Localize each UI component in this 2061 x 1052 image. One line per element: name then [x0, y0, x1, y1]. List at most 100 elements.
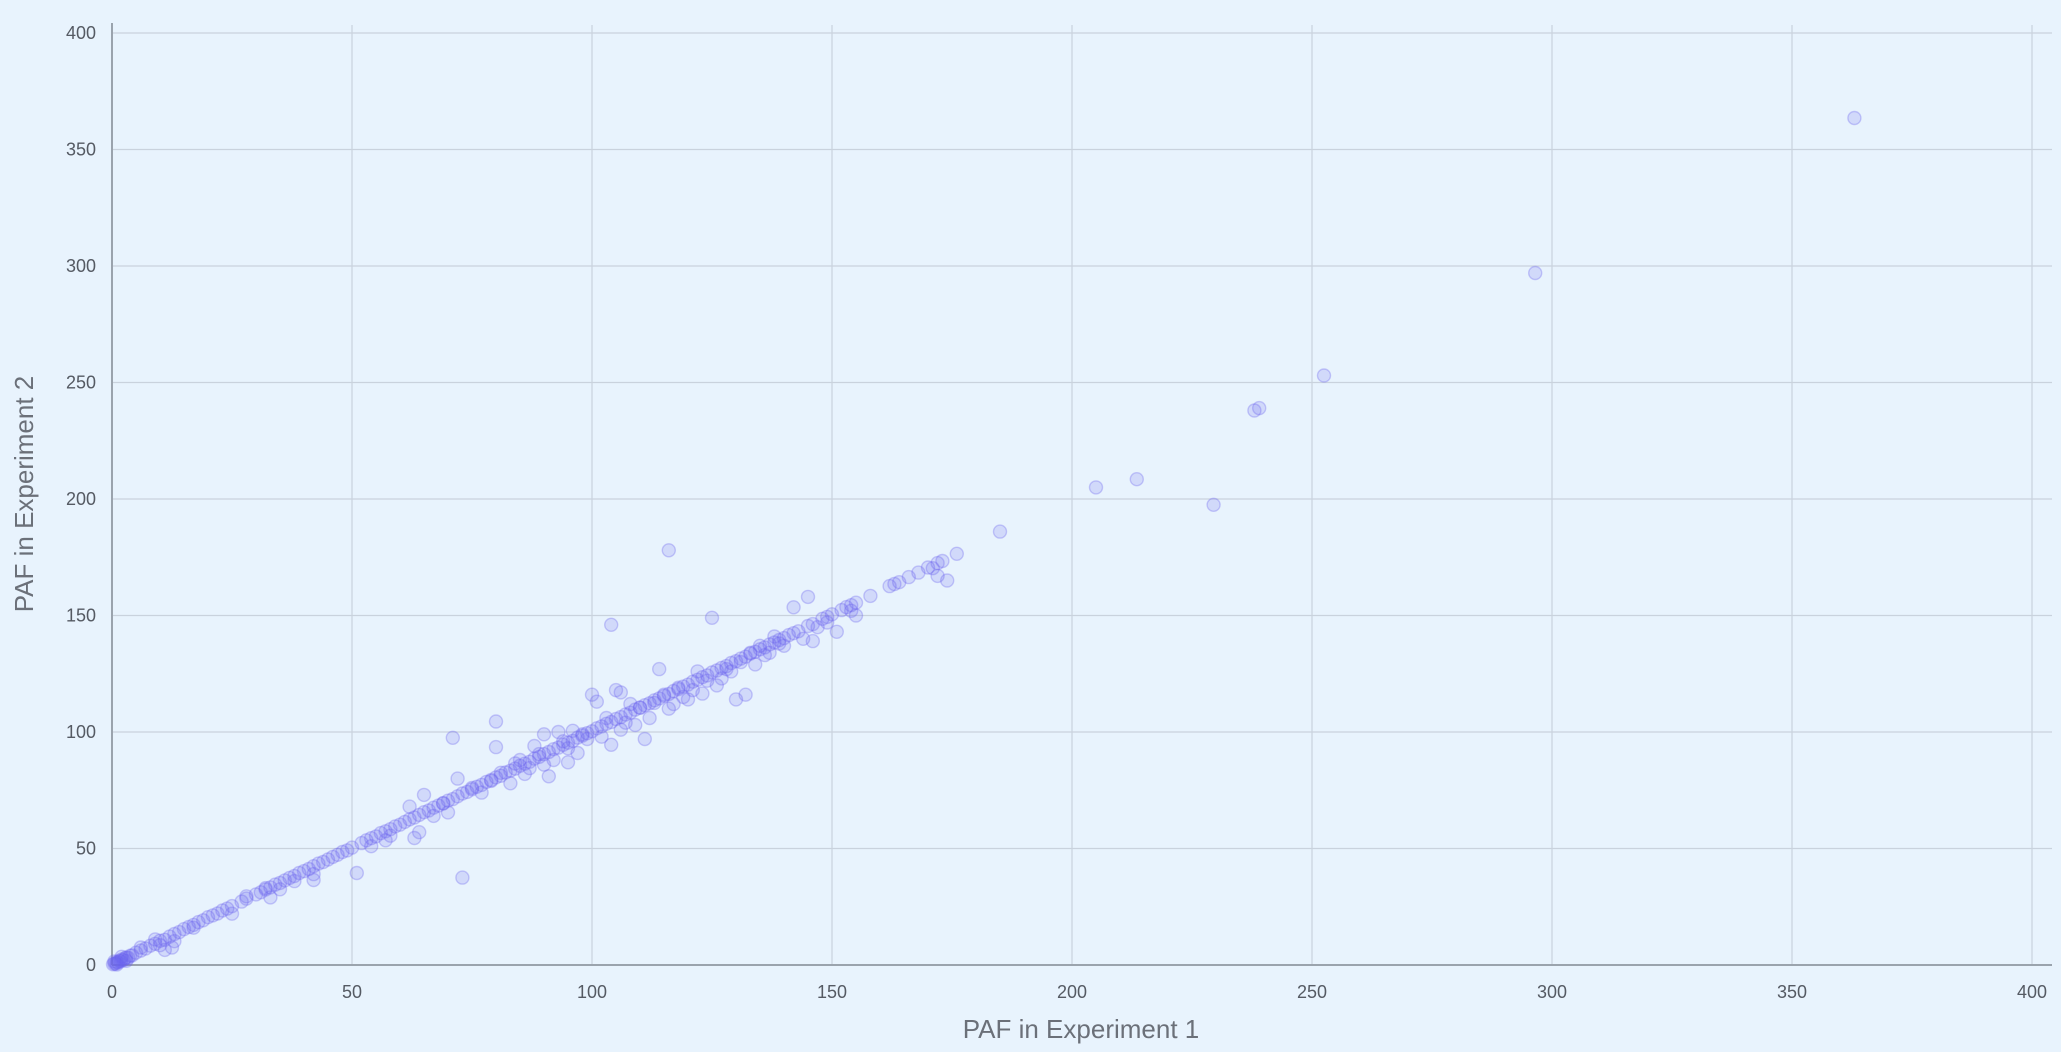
data-point: [205, 908, 221, 923]
data-point: [383, 828, 398, 843]
y-tick-label: 0: [86, 955, 96, 975]
data-point: [107, 956, 122, 971]
data-point: [263, 880, 278, 895]
x-tick-label: 50: [342, 982, 362, 1002]
data-point: [623, 705, 638, 720]
data-point: [580, 731, 595, 747]
data-point: [1129, 472, 1145, 487]
data-point: [359, 833, 374, 848]
data-point: [748, 644, 763, 659]
data-point: [551, 740, 566, 755]
data-point: [116, 952, 131, 968]
data-point: [546, 752, 561, 768]
data-point: [661, 543, 676, 558]
data-point: [743, 646, 758, 661]
data-point: [911, 565, 926, 580]
data-point: [445, 791, 460, 807]
data-point: [474, 785, 489, 800]
data-point: [680, 677, 696, 692]
data-point: [935, 553, 950, 569]
y-tick-label: 100: [66, 722, 96, 742]
y-tick-label: 250: [66, 373, 96, 393]
data-point: [522, 754, 537, 769]
data-point: [724, 655, 739, 671]
data-point: [805, 633, 820, 649]
data-point: [781, 627, 796, 643]
data-point: [829, 624, 844, 639]
data-point: [632, 700, 648, 715]
data-point: [733, 654, 748, 670]
data-point: [685, 682, 700, 698]
data-point: [580, 726, 595, 741]
data-point: [772, 632, 787, 648]
data-point: [268, 877, 283, 892]
data-point: [628, 702, 643, 717]
data-point: [171, 924, 187, 940]
data-point: [700, 668, 715, 683]
data-point: [114, 952, 129, 967]
data-point: [748, 657, 763, 672]
data-point: [776, 630, 792, 646]
data-point: [450, 789, 465, 804]
data-point: [839, 599, 854, 615]
data-point: [460, 784, 475, 800]
data-point: [709, 678, 724, 693]
data-point: [632, 700, 648, 715]
data-point: [671, 681, 686, 697]
data-point: [796, 631, 811, 646]
data-point: [652, 661, 667, 677]
data-point: [762, 645, 777, 660]
data-point: [191, 914, 206, 930]
data-point: [772, 636, 787, 651]
data-point: [311, 856, 326, 871]
data-point: [503, 776, 518, 791]
data-point: [110, 955, 126, 970]
data-point: [700, 673, 715, 688]
data-point: [695, 670, 710, 685]
data-point: [364, 839, 379, 854]
data-point: [412, 807, 427, 823]
data-point: [277, 873, 292, 888]
data-point: [258, 882, 273, 897]
data-point: [301, 861, 316, 877]
data-point: [642, 696, 657, 711]
x-axis-title: PAF in Experiment 1: [963, 1014, 1200, 1044]
data-point: [1251, 400, 1267, 416]
y-axis-title: PAF in Experiment 2: [9, 376, 39, 613]
data-point: [666, 683, 681, 699]
data-point: [776, 638, 792, 653]
data-point: [536, 746, 552, 762]
data-point: [119, 953, 134, 968]
data-point: [690, 664, 705, 679]
data-point: [800, 618, 816, 634]
data-point: [1247, 403, 1262, 418]
data-point: [594, 719, 609, 734]
data-point: [949, 546, 964, 561]
data-point: [527, 751, 542, 766]
data-point: [157, 932, 173, 947]
data-point: [613, 709, 628, 725]
data-point: [512, 758, 528, 773]
data-point: [661, 701, 676, 716]
data-point: [200, 910, 216, 925]
data-point: [738, 649, 753, 664]
data-point: [272, 875, 288, 891]
x-tick-label: 200: [1057, 982, 1087, 1002]
data-point: [117, 951, 133, 966]
data-point: [848, 595, 864, 610]
data-point: [560, 735, 576, 750]
data-point: [930, 568, 945, 584]
data-point: [388, 819, 403, 834]
data-point: [685, 674, 700, 689]
data-point: [800, 589, 816, 605]
data-point: [532, 749, 547, 765]
data-point: [637, 698, 652, 713]
data-point: [484, 773, 499, 789]
data-point: [536, 727, 552, 742]
data-point: [407, 810, 422, 825]
data-point: [464, 782, 480, 797]
data-point: [517, 756, 532, 771]
data-point: [488, 739, 504, 755]
data-point: [757, 640, 772, 655]
